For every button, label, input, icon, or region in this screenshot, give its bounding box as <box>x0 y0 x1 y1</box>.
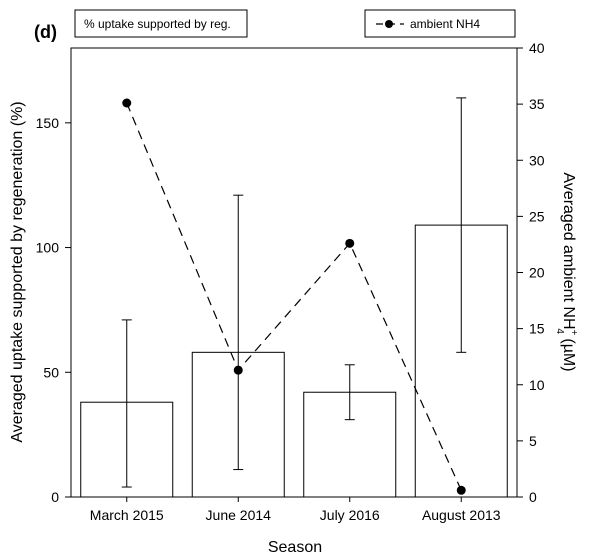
left-axis: 0 50 100 150 <box>36 115 71 505</box>
left-tick-label-2: 100 <box>36 240 60 256</box>
right-tick-label-6: 30 <box>529 152 545 168</box>
right-tick-label-3: 15 <box>529 321 545 337</box>
left-tick-label-0: 0 <box>51 489 59 505</box>
panel-label: (d) <box>34 22 57 42</box>
left-axis-title: Averaged uptake supported by regeneratio… <box>9 101 26 442</box>
right-tick-label-2: 10 <box>529 377 545 393</box>
error-bar-series <box>121 97 467 488</box>
legend-line-marker <box>385 20 393 28</box>
ammonium-point-1 <box>233 365 243 375</box>
x-tick-label-3: August 2013 <box>422 507 501 523</box>
x-tick-label-1: June 2014 <box>206 507 272 523</box>
right-tick-label-4: 20 <box>529 265 545 281</box>
legend-line-label: ambient NH4 <box>410 17 480 31</box>
left-tick-label-3: 150 <box>36 115 60 131</box>
ammonium-point-3 <box>456 485 466 495</box>
right-tick-label-7: 35 <box>529 96 545 112</box>
x-axis-title: Season <box>268 539 322 554</box>
left-tick-label-1: 50 <box>43 364 59 380</box>
ammonium-line <box>126 102 462 491</box>
right-axis: 0 5 10 15 20 25 30 35 40 <box>517 40 545 505</box>
x-tick-label-0: March 2015 <box>90 507 164 523</box>
legend-bars: % uptake supported by reg. <box>74 9 248 38</box>
line-series <box>122 98 466 495</box>
legend-line: ambient NH4 <box>364 9 516 38</box>
x-tick-label-2: July 2016 <box>320 507 380 523</box>
ammonium-point-0 <box>122 98 132 108</box>
right-axis-title-sup: + <box>568 330 579 336</box>
right-axis-title-main: Averaged ambient NH <box>560 172 577 329</box>
bar-series <box>80 224 508 498</box>
ammonium-point-2 <box>345 238 355 248</box>
x-axis: March 2015 June 2014 July 2016 August 2013 <box>90 497 501 523</box>
right-tick-label-0: 0 <box>529 489 537 505</box>
right-axis-title-sub: 4 <box>554 328 565 334</box>
legend-bars-box <box>74 9 248 38</box>
legend-bars-label: % uptake supported by reg. <box>84 17 231 31</box>
right-tick-label-1: 5 <box>529 433 537 449</box>
right-axis-title: Averaged ambient NH+4 (µM) <box>554 172 579 371</box>
right-axis-title-tail: (µM) <box>560 334 577 372</box>
right-tick-label-8: 40 <box>529 40 545 56</box>
right-tick-label-5: 25 <box>529 208 545 224</box>
